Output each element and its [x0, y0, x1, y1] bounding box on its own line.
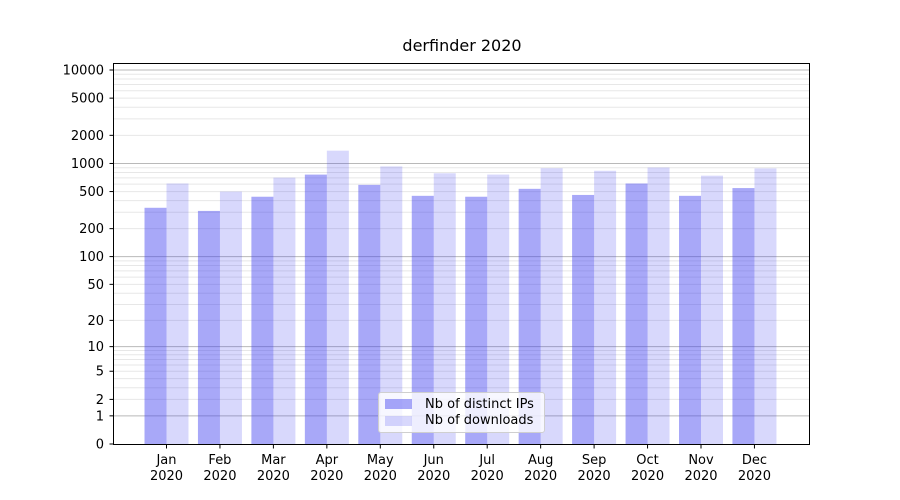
- legend-label-downloads: Nb of downloads: [425, 413, 534, 429]
- y-tick-label: 10000: [63, 63, 104, 78]
- x-tick-label-year: 2020: [150, 469, 183, 484]
- bar-downloads: [754, 168, 777, 445]
- legend-swatch-distinct-ips: [385, 399, 412, 410]
- legend-item-downloads: Nb of downloads: [385, 413, 538, 428]
- y-tick-label: 2: [96, 393, 104, 408]
- bar-distinct-ips: [625, 183, 648, 445]
- bar-downloads: [166, 183, 189, 445]
- bar-downloads: [380, 166, 403, 445]
- x-tick-label-month: Aug: [528, 453, 553, 468]
- x-tick-label-month: Oct: [636, 453, 658, 468]
- x-tick-label-year: 2020: [631, 469, 664, 484]
- y-tick-label: 5000: [71, 92, 104, 107]
- bar-distinct-ips: [304, 174, 327, 445]
- x-tick-label-year: 2020: [203, 469, 236, 484]
- x-tick-label-year: 2020: [684, 469, 717, 484]
- bar-distinct-ips: [679, 195, 701, 445]
- y-tick-label: 5: [96, 365, 104, 380]
- x-tick-label-month: Apr: [316, 453, 339, 468]
- bar-distinct-ips: [251, 196, 274, 445]
- y-tick-label: 50: [87, 278, 104, 293]
- bar-distinct-ips: [518, 188, 541, 445]
- x-tick-label-month: Sep: [582, 453, 607, 468]
- y-tick-label: 1000: [71, 157, 104, 172]
- x-tick-label-month: May: [367, 453, 394, 468]
- y-tick-label: 0: [96, 438, 104, 453]
- bar-distinct-ips: [358, 184, 381, 445]
- x-tick-label-year: 2020: [738, 469, 771, 484]
- bar-downloads: [326, 150, 349, 445]
- bar-distinct-ips: [465, 196, 488, 445]
- bar-distinct-ips: [411, 195, 434, 445]
- x-tick-label-month: Jun: [423, 453, 444, 468]
- bar-downloads: [219, 191, 242, 445]
- y-tick-label: 2000: [71, 129, 104, 144]
- plot-border: [113, 63, 810, 445]
- y-tick-label: 20: [87, 314, 104, 329]
- x-tick-label-year: 2020: [257, 469, 290, 484]
- x-tick-label-year: 2020: [471, 469, 504, 484]
- x-tick-label-year: 2020: [310, 469, 343, 484]
- bar-downloads: [594, 170, 617, 445]
- x-tick-label-year: 2020: [417, 469, 450, 484]
- bar-distinct-ips: [144, 207, 167, 445]
- bar-distinct-ips: [197, 210, 220, 445]
- bar-downloads: [433, 173, 456, 445]
- x-tick-label-month: Feb: [208, 453, 231, 468]
- y-tick-label: 100: [79, 250, 104, 265]
- legend: Nb of distinct IPs Nb of downloads: [378, 392, 545, 433]
- chart-title: derfinder 2020: [402, 36, 522, 55]
- bar-downloads: [540, 168, 563, 445]
- x-tick-label-year: 2020: [578, 469, 611, 484]
- x-tick-label-month: Jul: [478, 453, 495, 468]
- y-tick-label: 1: [96, 409, 104, 424]
- x-tick-label-month: Dec: [742, 453, 767, 468]
- y-tick-label: 10: [87, 340, 104, 355]
- bar-distinct-ips: [572, 194, 595, 445]
- y-tick-label: 500: [79, 185, 104, 200]
- x-tick-label-year: 2020: [364, 469, 397, 484]
- legend-label-distinct-ips: Nb of distinct IPs: [425, 396, 534, 412]
- bar-distinct-ips: [732, 188, 755, 445]
- x-tick-label-month: Mar: [261, 453, 286, 468]
- y-tick-label: 200: [79, 222, 104, 237]
- x-tick-label-year: 2020: [524, 469, 557, 484]
- bar-downloads: [273, 177, 296, 445]
- bar-downloads: [647, 167, 670, 445]
- legend-item-distinct-ips: Nb of distinct IPs: [385, 397, 538, 412]
- legend-swatch-downloads: [385, 415, 412, 426]
- bar-downloads: [701, 175, 723, 445]
- bar-downloads: [487, 174, 510, 445]
- x-tick-label-month: Nov: [688, 453, 714, 468]
- x-tick-label-month: Jan: [155, 453, 176, 468]
